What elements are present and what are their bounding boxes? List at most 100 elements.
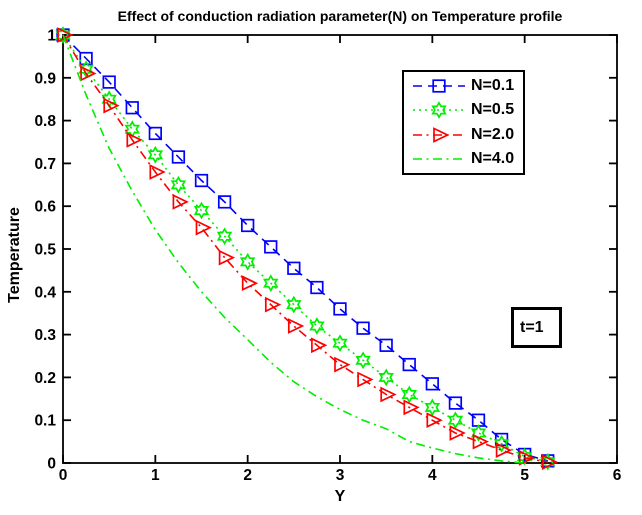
marker-square xyxy=(432,79,446,93)
marker-triangle-right xyxy=(264,296,282,313)
marker-triangle-right xyxy=(518,450,536,466)
marker-square xyxy=(402,357,416,372)
series-layer xyxy=(55,26,559,471)
marker-square xyxy=(379,338,393,352)
y-tick-label: 0.9 xyxy=(34,70,56,87)
marker-hexagram xyxy=(431,101,447,120)
legend-label: N=2.0 xyxy=(471,125,515,143)
y-tick-label: 0.6 xyxy=(34,199,56,216)
marker-hexagram xyxy=(263,274,279,293)
marker-triangle-right xyxy=(433,126,450,143)
x-tick-label: 2 xyxy=(243,467,252,484)
x-tick-label: 1 xyxy=(151,467,160,484)
marker-hexagram xyxy=(170,175,187,194)
y-tick-label: 0.8 xyxy=(34,113,56,130)
marker-hexagram xyxy=(355,351,371,370)
marker-square xyxy=(425,377,439,391)
marker-triangle-right xyxy=(380,386,397,403)
y-tick-label: 0.5 xyxy=(34,242,56,259)
y-tick-label: 0 xyxy=(47,456,56,473)
marker-triangle-right xyxy=(357,371,374,388)
marker-hexagram xyxy=(78,60,94,79)
legend-entry-N=0.5[interactable]: N=0.5 xyxy=(404,98,523,122)
marker-square xyxy=(333,302,347,316)
y-tick-label: 0.1 xyxy=(34,413,56,430)
marker-triangle-right xyxy=(403,399,420,416)
x-axis-label: Y xyxy=(335,488,346,505)
marker-square xyxy=(194,173,209,188)
marker-triangle-right xyxy=(426,412,443,429)
x-tick-label: 6 xyxy=(613,467,622,484)
marker-hexagram xyxy=(516,447,533,466)
legend-sample-N=0.1 xyxy=(413,79,465,93)
series-line-N=2.0 xyxy=(62,34,548,463)
legend-label: N=0.5 xyxy=(471,101,515,119)
marker-triangle-right xyxy=(287,318,305,334)
legend-entry-N=2.0[interactable]: N=2.0 xyxy=(404,123,523,147)
marker-square xyxy=(356,321,370,335)
x-tick-label: 5 xyxy=(520,467,529,484)
x-tick-label: 3 xyxy=(336,467,345,484)
marker-square xyxy=(264,240,278,254)
series-line-N=4.0 xyxy=(62,34,525,464)
marker-hexagram xyxy=(493,434,510,453)
marker-hexagram xyxy=(401,385,417,404)
marker-square xyxy=(217,195,232,209)
annotation-box[interactable]: t=1 xyxy=(511,307,562,348)
marker-hexagram xyxy=(447,411,464,430)
legend-sample-N=4.0 xyxy=(413,157,465,160)
marker-hexagram xyxy=(147,145,164,164)
marker-square xyxy=(287,261,301,275)
marker-square xyxy=(171,150,186,164)
marker-square xyxy=(125,101,139,115)
chart-title: Effect of conduction radiation parameter… xyxy=(118,8,563,24)
marker-square xyxy=(448,396,463,410)
y-tick-label: 0.7 xyxy=(34,156,56,173)
y-tick-label: 0.4 xyxy=(34,284,56,301)
marker-hexagram xyxy=(470,424,487,442)
marker-triangle-right xyxy=(149,164,166,180)
marker-triangle-right xyxy=(311,337,328,354)
marker-triangle-right xyxy=(334,356,351,373)
legend-entry-N=0.1[interactable]: N=0.1 xyxy=(404,74,523,98)
marker-hexagram xyxy=(239,252,256,271)
series-markers-N=2.0 xyxy=(57,27,559,470)
marker-triangle-right xyxy=(472,433,489,450)
marker-triangle-right xyxy=(103,97,120,114)
legend-entry-N=4.0[interactable]: N=4.0 xyxy=(404,147,523,171)
marker-triangle-right xyxy=(541,454,559,470)
marker-square xyxy=(148,126,162,141)
marker-hexagram xyxy=(332,334,348,353)
y-axis-label: Temperature xyxy=(6,207,23,303)
series-markers-N=0.5 xyxy=(55,26,556,471)
marker-hexagram xyxy=(193,201,210,220)
marker-triangle-right xyxy=(495,442,513,459)
marker-triangle-right xyxy=(195,219,212,236)
marker-square xyxy=(102,75,116,89)
marker-triangle-right xyxy=(241,275,259,292)
legend-label: N=0.1 xyxy=(471,77,515,95)
annotation-text: t=1 xyxy=(520,318,544,336)
marker-square xyxy=(79,51,93,66)
marker-hexagram xyxy=(286,295,302,314)
x-tick-label: 0 xyxy=(59,467,68,484)
marker-triangle-right xyxy=(172,194,189,210)
marker-triangle-right xyxy=(126,132,143,148)
marker-triangle-right xyxy=(218,249,236,266)
marker-triangle-right xyxy=(449,425,466,441)
plot-box xyxy=(62,34,618,464)
marker-hexagram xyxy=(309,317,325,335)
marker-square xyxy=(241,218,255,233)
y-tick-label: 0.3 xyxy=(34,327,56,344)
legend-box[interactable]: N=0.1 N=0.5 N=2.0 N=4.0 xyxy=(402,70,525,175)
y-tick-label: 1 xyxy=(47,28,56,45)
legend-sample-N=0.5 xyxy=(413,101,465,120)
legend-sample-N=2.0 xyxy=(413,126,465,143)
marker-hexagram xyxy=(540,452,556,471)
marker-hexagram xyxy=(55,26,71,44)
x-tick-label: 4 xyxy=(428,467,437,484)
marker-square xyxy=(310,280,324,295)
legend-label: N=4.0 xyxy=(471,149,515,167)
